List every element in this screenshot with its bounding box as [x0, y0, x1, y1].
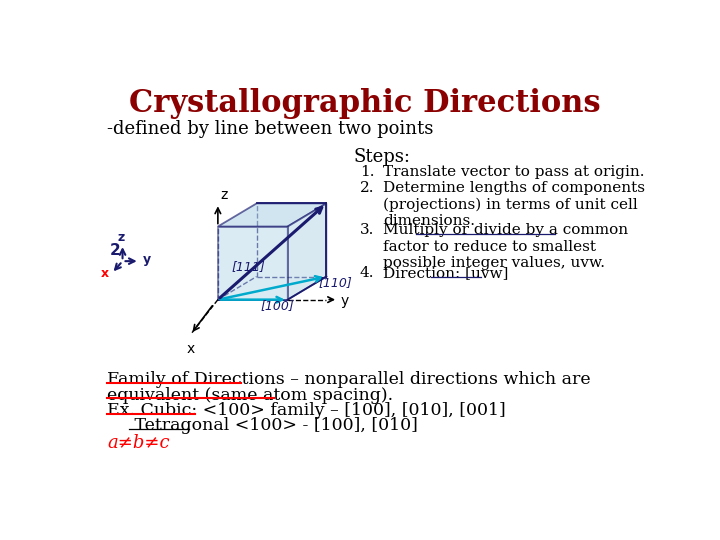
Text: y: y — [341, 294, 348, 308]
Text: Multiply or divide by a common
factor to reduce to smallest
possible integer val: Multiply or divide by a common factor to… — [383, 224, 628, 270]
Text: z: z — [117, 231, 125, 244]
Text: 1.: 1. — [360, 165, 374, 179]
Polygon shape — [287, 204, 326, 300]
Text: Tetragonal <100> - [100], [010]: Tetragonal <100> - [100], [010] — [107, 417, 418, 435]
Text: y: y — [143, 253, 150, 266]
Text: [110]: [110] — [319, 276, 352, 289]
Text: [111]: [111] — [232, 260, 266, 273]
Text: 2.: 2. — [360, 181, 374, 195]
Text: x: x — [101, 267, 109, 280]
Text: 3.: 3. — [360, 224, 374, 238]
Text: Crystallographic Directions: Crystallographic Directions — [130, 88, 601, 119]
Text: equivalent (same atom spacing).: equivalent (same atom spacing). — [107, 387, 393, 404]
Text: 4.: 4. — [360, 266, 374, 280]
Text: Determine lengths of components
(projections) in terms of unit cell
dimensions.: Determine lengths of components (project… — [383, 181, 645, 228]
Text: z: z — [220, 188, 228, 202]
Text: a≠b≠c: a≠b≠c — [107, 434, 170, 453]
Text: Ex. Cubic: <100> family – [100], [010], [001]: Ex. Cubic: <100> family – [100], [010], … — [107, 402, 505, 419]
Polygon shape — [218, 204, 326, 226]
Text: -defined by line between two points: -defined by line between two points — [107, 120, 433, 138]
Text: Steps:: Steps: — [354, 148, 410, 166]
Text: Direction: [uvw]: Direction: [uvw] — [383, 266, 508, 280]
Text: [100]: [100] — [261, 299, 294, 312]
Polygon shape — [218, 226, 287, 300]
Text: 2: 2 — [110, 243, 121, 258]
Text: Translate vector to pass at origin.: Translate vector to pass at origin. — [383, 165, 644, 179]
Text: Family of Directions – nonparallel directions which are: Family of Directions – nonparallel direc… — [107, 372, 590, 388]
Text: x: x — [187, 342, 195, 356]
